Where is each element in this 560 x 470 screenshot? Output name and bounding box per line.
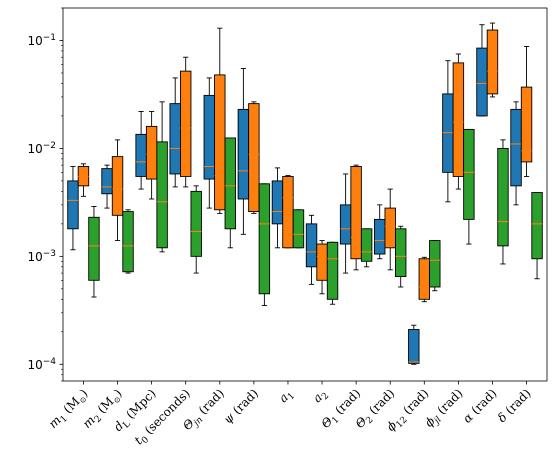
box-body <box>510 108 522 187</box>
boxes-layer <box>67 22 543 365</box>
box-body <box>145 125 158 180</box>
box-body <box>486 29 499 95</box>
box-body <box>67 180 79 230</box>
box-body <box>156 141 168 249</box>
y-tick-label: 10−2 <box>27 141 56 156</box>
box-series-3-cat-14 <box>531 192 543 280</box>
box-body <box>408 329 420 364</box>
box-body <box>258 183 271 295</box>
box-series-3-cat-13 <box>497 139 509 265</box>
box-body <box>520 86 533 163</box>
x-tick-label: m1 (M⊙) <box>46 386 93 433</box>
box-series-1-cat-9 <box>339 173 352 274</box>
box-body <box>135 133 147 177</box>
box-series-3-cat-8 <box>326 241 339 305</box>
y-axis: 10−4 10−3 10−2 10−1 <box>27 7 63 382</box>
box-series-2-cat-14 <box>520 46 533 177</box>
x-tick-label: α (rad) <box>460 386 499 425</box>
box-series-1-cat-1 <box>67 166 79 251</box>
box-body <box>418 258 430 300</box>
box-body <box>248 103 260 213</box>
box-body <box>169 103 181 175</box>
box-series-3-cat-11 <box>429 240 441 292</box>
box-body <box>305 223 318 268</box>
box-series-3-cat-5 <box>224 137 236 249</box>
x-tick-label: a2 <box>310 386 331 407</box>
box-series-2-cat-7 <box>282 175 294 249</box>
box-body <box>452 62 465 177</box>
box-body <box>476 47 488 117</box>
box-series-2-cat-13 <box>486 22 499 98</box>
box-series-3-cat-6 <box>258 183 271 307</box>
box-series-2-cat-10 <box>384 188 396 271</box>
box-series-3-cat-7 <box>292 209 305 249</box>
box-body <box>463 128 475 220</box>
box-body <box>180 70 192 177</box>
box-series-3-cat-12 <box>463 128 475 245</box>
x-tick-label: ϕjl (rad) <box>422 386 468 432</box>
y-tick-label: 10−3 <box>27 249 56 264</box>
box-body <box>224 137 236 230</box>
box-series-3-cat-2 <box>122 209 134 274</box>
box-body <box>214 74 226 211</box>
box-series-1-cat-2 <box>101 164 113 209</box>
box-body <box>384 207 396 249</box>
box-body <box>292 209 305 249</box>
box-series-3-cat-3 <box>156 101 168 253</box>
box-body <box>531 192 543 260</box>
box-body <box>88 216 100 281</box>
box-series-3-cat-1 <box>88 205 100 298</box>
series-2 <box>77 22 533 303</box>
box-series-2-cat-6 <box>248 101 260 214</box>
x-tick-label: ψ (rad) <box>221 386 261 426</box>
box-series-1-cat-11 <box>408 324 420 365</box>
box-series-1-cat-6 <box>237 68 250 235</box>
box-body <box>282 175 294 249</box>
box-series-1-cat-8 <box>305 214 318 285</box>
box-body <box>122 211 134 273</box>
box-body <box>101 168 113 195</box>
box-body <box>190 190 202 257</box>
box-series-3-cat-4 <box>190 185 202 274</box>
box-body <box>316 243 328 281</box>
box-body <box>237 108 250 200</box>
box-series-3-cat-10 <box>395 225 407 288</box>
box-series-2-cat-12 <box>452 53 465 190</box>
x-axis: m1 (M⊙)m2 (M⊙)dL (Mpc)t0 (seconds)Θjn (r… <box>46 381 534 447</box>
box-series-2-cat-1 <box>77 163 90 197</box>
box-body <box>497 147 509 247</box>
x-tick-label: a1 <box>276 386 297 407</box>
y-tick-label: 10−1 <box>27 33 56 48</box>
box-body <box>395 228 407 277</box>
box-series-2-cat-9 <box>350 164 362 271</box>
plot-area <box>62 7 548 382</box>
box-series-2-cat-11 <box>418 256 430 303</box>
box-body <box>271 180 284 225</box>
box-body <box>360 228 373 262</box>
box-series-2-cat-2 <box>111 139 124 242</box>
box-body <box>429 240 441 288</box>
x-tick-label: δ (rad) <box>495 386 534 425</box>
y-tick-label: 10−4 <box>27 357 56 372</box>
box-body <box>350 166 362 260</box>
box-body <box>326 241 339 300</box>
series-3 <box>88 101 543 307</box>
box-body <box>339 204 352 245</box>
box-body <box>374 218 386 255</box>
box-series-1-cat-3 <box>135 111 147 190</box>
box-series-3-cat-9 <box>360 228 373 268</box>
box-body <box>111 156 124 216</box>
box-series-2-cat-4 <box>180 56 192 188</box>
